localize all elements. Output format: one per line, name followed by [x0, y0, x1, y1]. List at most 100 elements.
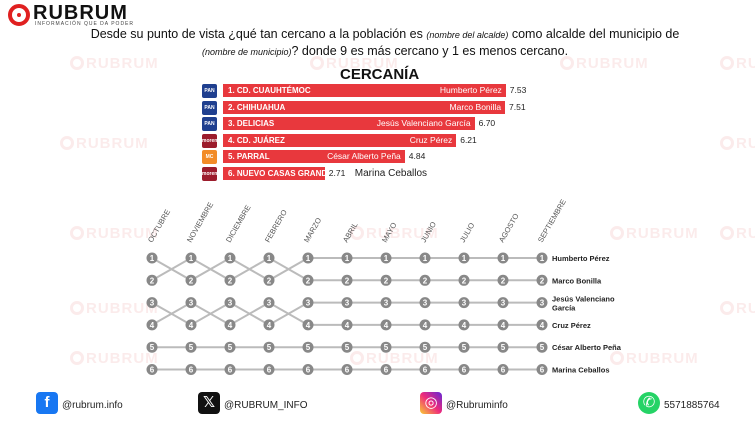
brand-tagline: INFORMACIÓN QUE DA PODER — [35, 21, 135, 27]
rank-node — [146, 297, 158, 309]
month-tick-label: MARZO — [302, 216, 323, 244]
rank-node-label: 2 — [540, 276, 545, 285]
chart-title-text: CERCANÍA — [340, 66, 420, 83]
rank-node-label: 6 — [228, 366, 233, 375]
party-logo-icon: PAN — [202, 100, 217, 115]
rank-node — [419, 364, 431, 375]
rank-node-label: 2 — [228, 276, 233, 285]
bar — [223, 84, 506, 97]
rank-node-label: 3 — [345, 299, 350, 308]
party-logo-icon: PAN — [202, 84, 217, 98]
rank-node — [497, 252, 509, 264]
rank-node-label: 1 — [345, 254, 350, 263]
x-handle: @RUBRUM_INFO — [224, 400, 308, 411]
rank-node-label: 4 — [540, 321, 545, 330]
rank-node — [302, 297, 314, 309]
bar-value-label: 2.71 — [328, 167, 346, 178]
bar-category-label: 3. DELICIAS — [228, 119, 275, 128]
bar-row: PAN 2. CHIHUAHUA Marco Bonilla 7.51 — [202, 100, 602, 115]
rank-node-label: 2 — [345, 276, 350, 285]
series-name-label: Cruz Pérez — [552, 321, 591, 330]
rank-node-label: 3 — [501, 299, 506, 308]
bar — [223, 166, 325, 180]
survey-question: Desde su punto de vista ¿qué tan cercano… — [90, 26, 680, 60]
month-tick-label: JUNIO — [419, 220, 438, 244]
rank-node-label: 3 — [540, 299, 545, 308]
question-alcalde-hint: (nombre del alcalde) — [426, 30, 509, 40]
rank-node — [146, 319, 158, 331]
brand-logo: RUBRUM INFORMACIÓN QUE DA PODER — [8, 2, 168, 30]
rank-node — [497, 274, 509, 286]
bar-mayor-name: César Alberto Peña — [327, 151, 401, 161]
rank-node-label: 1 — [228, 254, 233, 263]
rank-node-label: 1 — [189, 254, 194, 263]
rank-node-label: 4 — [345, 321, 350, 330]
rank-node — [341, 297, 353, 309]
rank-node — [146, 252, 158, 264]
rank-node-label: 2 — [150, 276, 155, 285]
rank-node — [497, 297, 509, 309]
rank-node-label: 4 — [267, 321, 272, 330]
month-tick-label: MAYO — [380, 221, 399, 244]
facebook-icon: f — [36, 392, 58, 414]
rank-node — [497, 341, 509, 353]
rank-node — [419, 297, 431, 309]
rank-node — [185, 252, 197, 264]
bar-mayor-name: Jesús Valenciano García — [376, 118, 471, 128]
question-part-1: Desde su punto de vista ¿qué tan cercano… — [90, 27, 427, 41]
rank-node — [224, 274, 236, 286]
rank-node — [419, 319, 431, 331]
rank-node — [458, 319, 470, 331]
bar-row: PAN 1. CD. CUAUHTÉMOC Humberto Pérez 7.53 — [202, 84, 602, 98]
rank-node-label: 3 — [228, 299, 233, 308]
rank-node — [146, 274, 158, 286]
rank-node-label: 3 — [384, 299, 389, 308]
rank-node — [302, 364, 314, 375]
rank-node — [458, 274, 470, 286]
party-logo-icon: morena — [202, 166, 217, 181]
whatsapp-number: 5571885764 — [664, 400, 720, 411]
rank-node — [302, 341, 314, 353]
rank-node-label: 4 — [306, 321, 311, 330]
bar-mayor-name: Cruz Pérez — [409, 134, 453, 145]
instagram-icon: ◎ — [420, 392, 442, 414]
instagram-handle: @Rubruminfo — [446, 400, 508, 411]
bar — [223, 150, 405, 163]
brand-name: RUBRUM — [33, 2, 128, 24]
rank-node — [224, 341, 236, 353]
rank-node — [146, 341, 158, 353]
rank-node-label: 3 — [423, 299, 428, 308]
rank-node — [185, 297, 197, 309]
series-name-label: Marco Bonilla — [552, 276, 602, 285]
month-tick-label: SEPTIEMBRE — [536, 198, 568, 244]
rank-node-label: 1 — [540, 254, 545, 263]
bar-value-label: 7.51 — [509, 101, 526, 112]
month-tick-label: OCTUBRE — [146, 208, 172, 244]
series-name-label: Humberto Pérez — [552, 254, 610, 263]
rank-node — [497, 364, 509, 375]
rank-node — [224, 319, 236, 331]
rank-node — [263, 341, 275, 353]
rank-node-label: 5 — [150, 343, 155, 352]
rank-node-label: 5 — [462, 343, 467, 352]
rank-node-label: 6 — [306, 366, 311, 375]
rank-node — [458, 297, 470, 309]
rank-node-label: 6 — [345, 366, 350, 375]
bar — [223, 100, 506, 114]
rank-node-label: 2 — [384, 276, 389, 285]
rank-node-label: 3 — [462, 299, 467, 308]
rank-node — [458, 364, 470, 375]
month-tick-label: AGOSTO — [497, 212, 521, 244]
rank-node-label: 1 — [384, 254, 389, 263]
rank-node-label: 2 — [423, 276, 428, 285]
month-tick-label: NOVIEMBRE — [185, 201, 215, 244]
rank-node — [263, 297, 275, 309]
series-name-label: César Alberto Peña — [552, 343, 622, 352]
rank-node — [341, 364, 353, 375]
rank-node-label: 4 — [228, 321, 233, 330]
rank-node-label: 5 — [345, 343, 350, 352]
rank-node — [536, 341, 548, 353]
rank-node — [458, 341, 470, 353]
rank-node-label: 1 — [501, 254, 506, 263]
rank-node — [380, 364, 392, 375]
